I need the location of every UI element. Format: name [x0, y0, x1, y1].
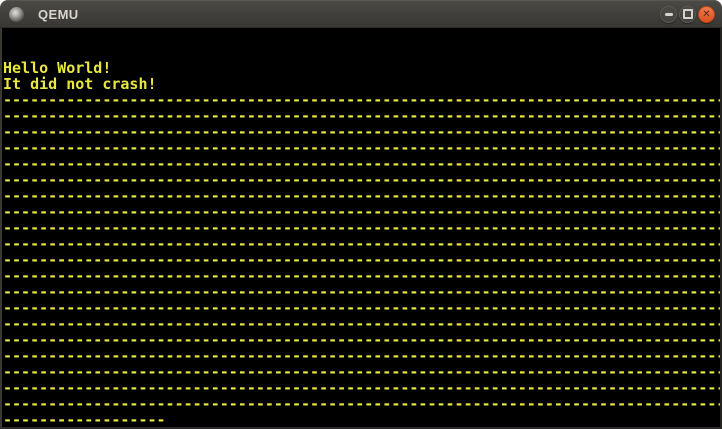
maximize-icon	[682, 9, 693, 19]
maximize-button[interactable]	[679, 5, 696, 23]
console-line-7: ----------------------------------------…	[3, 140, 720, 156]
console-line-1	[3, 44, 720, 60]
console-line-18: ----------------------------------------…	[3, 316, 720, 332]
window-orb-icon	[9, 6, 24, 22]
window-title: QEMU	[38, 6, 79, 22]
console-line-8: ----------------------------------------…	[3, 156, 720, 172]
console-line-21: ----------------------------------------…	[3, 364, 720, 380]
console-line-24: ------------------	[3, 412, 166, 428]
titlebar[interactable]: QEMU ✕	[0, 0, 722, 28]
console-line-6: ----------------------------------------…	[3, 124, 720, 140]
console-line-3: It did not crash!	[3, 76, 157, 92]
console-line-22: ----------------------------------------…	[3, 380, 720, 396]
console-line-5: ----------------------------------------…	[3, 108, 720, 124]
console-line-17: ----------------------------------------…	[3, 300, 720, 316]
console-line-15: ----------------------------------------…	[3, 268, 720, 284]
minimize-button[interactable]	[660, 5, 677, 23]
console-line-14: ----------------------------------------…	[3, 252, 720, 268]
close-icon: ✕	[702, 8, 711, 20]
console-line-23: ----------------------------------------…	[3, 396, 720, 412]
console-line-0	[3, 28, 720, 44]
console-line-2: Hello World!	[3, 60, 112, 76]
console-line-9: ----------------------------------------…	[3, 172, 720, 188]
console-line-20: ----------------------------------------…	[3, 348, 720, 364]
console-line-4: ----------------------------------------…	[3, 92, 720, 108]
console-line-16: ----------------------------------------…	[3, 284, 720, 300]
qemu-console-screen[interactable]: Hello World! It did not crash! -----------…	[0, 28, 722, 429]
console-line-13: ----------------------------------------…	[3, 236, 720, 252]
minimize-icon	[664, 12, 673, 16]
console-line-12: ----------------------------------------…	[3, 220, 720, 236]
console-line-19: ----------------------------------------…	[3, 332, 720, 348]
window-controls: ✕	[660, 5, 715, 23]
close-button[interactable]: ✕	[698, 5, 715, 23]
console-line-10: ----------------------------------------…	[3, 188, 720, 204]
console-line-11: ----------------------------------------…	[3, 204, 720, 220]
